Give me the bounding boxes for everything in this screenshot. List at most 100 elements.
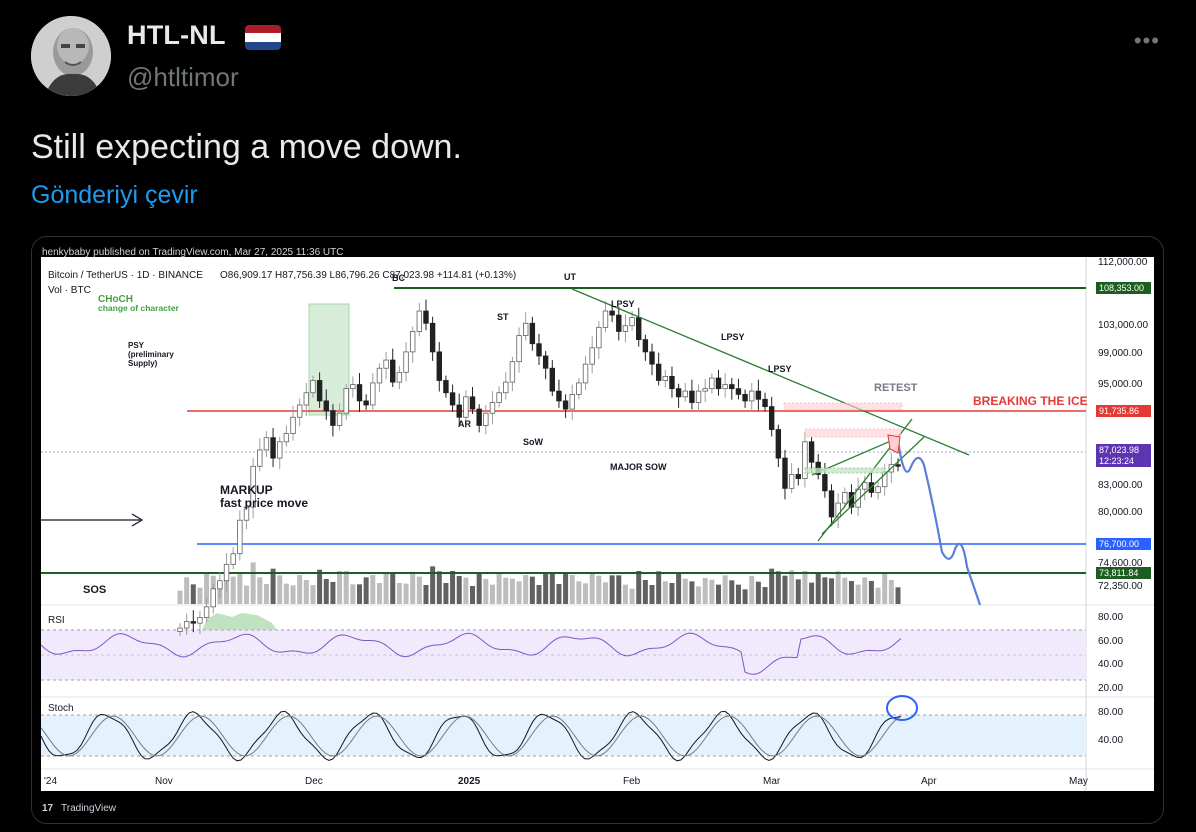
volume-bar [496,573,502,604]
display-name[interactable]: HTL-NL [127,20,226,50]
candle-body [210,588,216,608]
volume-bar [709,579,715,604]
rsi-axis-label: 20.00 [1098,683,1123,694]
candle-body [689,390,695,403]
volume-bar [283,583,289,604]
candle-body [549,367,555,392]
volume-bar [556,584,562,604]
candle-body [589,347,595,365]
volume-bar [237,572,243,604]
volume-bar [649,585,655,604]
volume-bar [729,580,735,604]
volume-bar [317,569,323,604]
candle-body [390,359,396,383]
candle-body [802,441,808,479]
candle-body [682,390,688,398]
tag-blue-text: 76,700.00 [1099,539,1139,549]
candle-body [596,326,602,349]
markup-sub: fast price move [220,496,308,510]
candle-body [655,363,662,381]
candle-body [456,404,462,418]
candle-body [616,314,622,332]
volume-bar [323,579,329,604]
candle-body [822,474,828,492]
volume-bar [277,575,283,604]
candle-body [795,474,801,479]
lpsy-label-3: LPSY [768,364,792,374]
volume-bar [543,573,549,604]
price-axis-label: 95,000.00 [1098,379,1143,390]
more-horizontal-icon[interactable]: ••• [1133,28,1160,53]
candle-body [496,392,502,403]
candle-body [669,376,675,390]
translate-link[interactable]: Gönderiyi çevir [31,181,198,209]
tag-green-low-text: 73,811.84 [1099,568,1138,578]
candle-body [556,390,562,402]
stoch-label: Stoch [48,703,74,714]
candle-body [842,492,848,504]
candle-body [735,388,742,395]
avatar[interactable] [31,16,111,96]
candle-body [516,335,522,363]
choch-zone [308,303,350,416]
stoch-circle-annotation [886,695,918,721]
tag-top-text: 108,353.00 [1099,283,1144,293]
candle-body [283,433,290,443]
support-zone [804,467,886,474]
user-handle[interactable]: @htltimor [127,62,239,92]
descending-trendline [571,288,970,456]
candle-body [303,392,310,406]
candle-body [523,322,529,336]
tag-green-low [1096,567,1151,579]
volume-bar [509,578,515,604]
candle-body [230,553,236,565]
choch-sub: change of character [98,303,179,313]
volume-bar [337,571,343,604]
time-axis-label: Apr [921,776,937,787]
candle-body [582,363,589,384]
time-axis-label: 2025 [458,776,481,787]
candle-body [542,355,549,369]
candle-body [323,400,329,412]
volume-bar [822,577,828,604]
tag-current-text: 87,023.98 [1099,445,1139,455]
volume-bar [310,585,316,604]
volume-bar [868,581,874,604]
volume-bar [483,579,489,604]
price-axis-label: 74,600.00 [1098,558,1143,569]
volume-bar [330,582,336,604]
volume-bar [430,566,436,604]
candle-body [416,310,423,332]
price-axis [1086,257,1154,791]
candle-body [755,390,762,400]
volume-bar [476,572,482,604]
volume-bar [569,575,575,604]
candle-body [316,380,323,402]
choch-label: CHoCH [98,294,133,305]
candle-body [529,322,536,345]
volume-bar [895,587,901,604]
psy-label: PSY [128,341,145,350]
markup-label: MARKUP [220,483,273,497]
volume-bar [622,584,628,604]
candle-body [609,310,615,316]
sos-label: SOS [83,584,106,596]
candle-body [376,367,383,384]
volume-bar [416,576,422,604]
volume-bar [716,584,721,604]
candle-body [363,400,369,406]
candle-body [237,519,243,555]
volume-bar [230,576,236,604]
price-axis-label: 72,350.00 [1098,581,1143,592]
candle-body [729,384,735,390]
chart-image[interactable]: henkybaby published on TradingView.com, … [31,236,1164,824]
rsi-axis-label: 40.00 [1098,659,1123,670]
candle-body [449,392,456,406]
volume-bar [742,589,748,604]
volume-bar [523,575,529,604]
candle-body [263,437,270,451]
volume-bar [888,580,894,604]
candle-body [749,390,755,402]
volume-bar [749,576,755,604]
volume-bar [463,577,469,604]
